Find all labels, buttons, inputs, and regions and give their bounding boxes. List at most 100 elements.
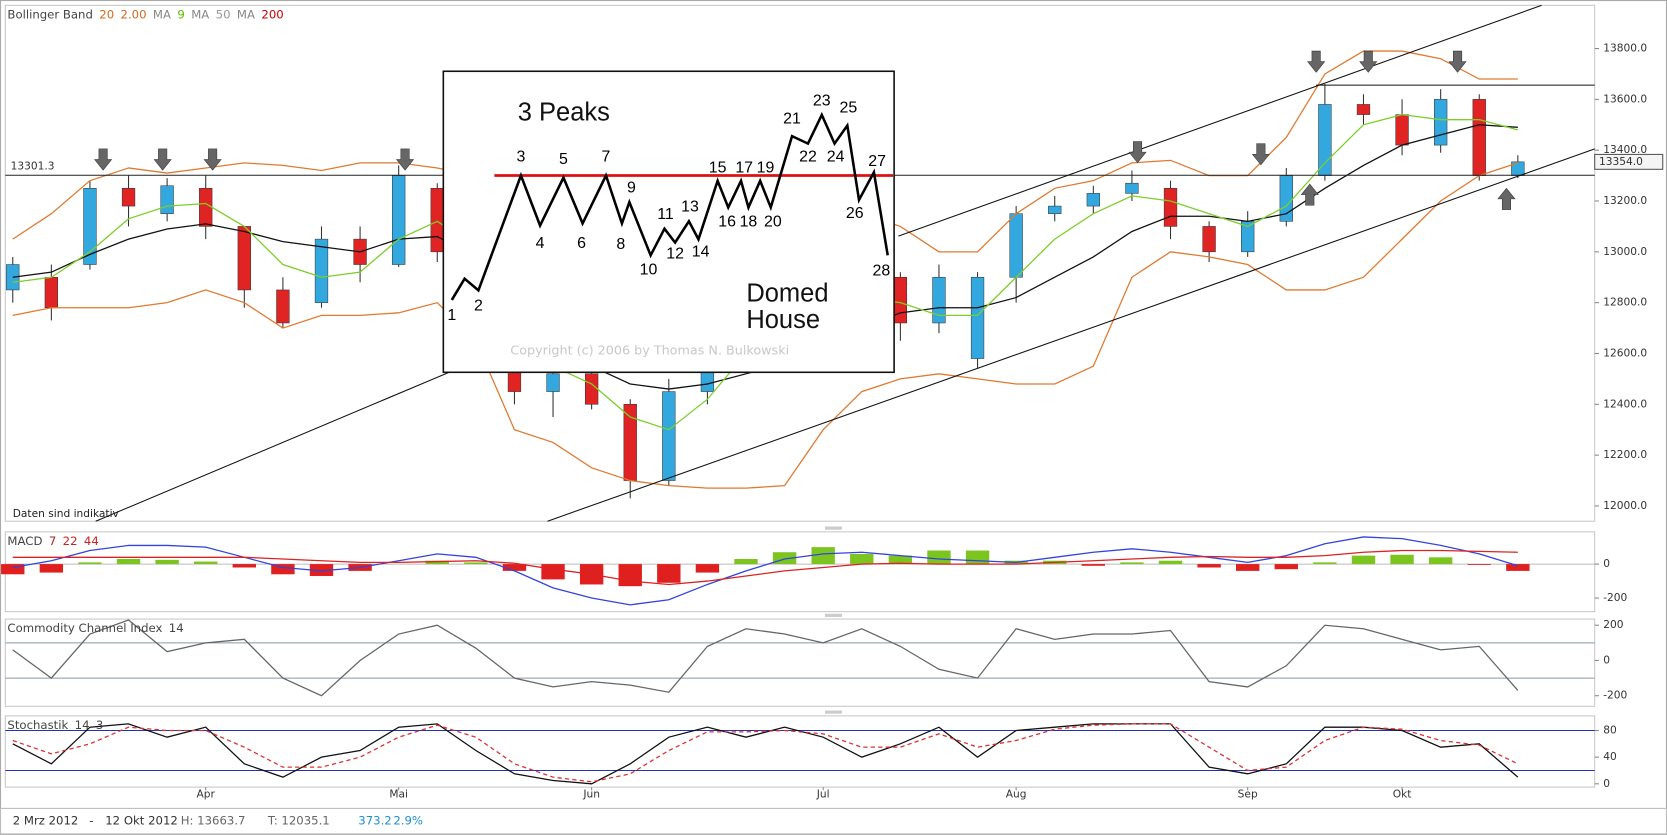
panel-grip [824,710,843,714]
histogram-bar [1081,564,1106,566]
inset-point-label: 24 [827,149,845,166]
legend-entry: 50 [216,7,231,21]
inset: 3 Peaks Domed House Copyright (c) 2006 b… [442,70,895,374]
note: Daten sind indikativ [13,507,119,520]
y-tick-label: -200 [1603,591,1627,604]
histogram-bar [271,564,295,575]
histogram-bar [309,564,334,576]
histogram-bar [811,547,835,565]
last-price-box [1594,153,1664,170]
panel-grip [824,526,843,530]
candle-body [1472,99,1486,176]
legend-entry: Commodity Channel Index [7,621,162,635]
histogram-bar [1274,564,1298,570]
y-tick-label: 13800.0 [1603,42,1647,55]
status-to: 12 Okt 2012 [105,814,178,828]
status-bar [0,807,1667,835]
legend-entry: MA [237,7,255,21]
candle-body [584,373,599,405]
y-tick-label: 0 [1603,777,1610,790]
legend-entry: 2.00 [121,7,147,21]
histogram-bar [1236,564,1260,571]
y-tick-label: 13600.0 [1603,92,1647,105]
status-from: 2 Mrz 2012 [13,814,79,828]
legend-entry: 9 [177,7,184,21]
candle-body [1434,99,1448,146]
histogram-bar [888,555,913,565]
histogram-bar [927,550,951,565]
inset-title: 3 Peaks [518,99,610,127]
inset-point-label: 20 [764,214,782,231]
legend-entry: 14 [169,621,184,635]
candle-body [932,276,946,324]
inset-point-label: 10 [640,261,658,278]
inset-point-label: 18 [740,214,758,231]
candle-body [1163,188,1178,227]
inset-point-label: 19 [757,159,775,176]
arrow [395,148,415,171]
histogram-bar [618,564,642,587]
candle-body [121,188,136,207]
arrow [203,148,222,171]
y-tick-label: 12600.0 [1603,346,1647,359]
arrows [94,50,1516,210]
histogram-bar [1506,564,1530,571]
series-line [12,549,1518,586]
candle-body [1202,226,1216,253]
inset-subtitle: House [746,306,820,334]
inset-point-label: 3 [517,149,526,166]
legend-entry: 44 [84,534,99,548]
inset-point-label: 2 [474,298,483,315]
candle-body [44,276,58,309]
inset-point-label: 12 [666,245,684,262]
histogram-bar [1158,560,1183,565]
trend-line [547,148,1595,522]
y-tick-label: 200 [1603,618,1624,631]
histogram-bar [39,564,64,573]
candle-body [199,188,213,227]
x-tick-label: Jun [582,788,600,801]
histogram-bar [734,559,758,565]
histogram-bar [541,564,565,580]
panel [4,618,1596,707]
legend-entry: 3 [96,718,103,732]
x-tick-label: Jul [816,788,830,801]
inset-point-label: 13 [681,199,699,216]
histogram-bar [1467,564,1491,565]
status-change-pct: 2.9% [393,814,423,828]
histogram-bar [425,560,449,565]
candle-body [83,188,97,265]
legend-entry: 20 [99,7,114,21]
inset-point-label: 16 [718,214,736,231]
inset-point-label: 7 [602,149,611,166]
y-tick-label: 12000.0 [1603,499,1647,512]
inset-point-label: 6 [577,235,586,252]
inset-point-label: 25 [840,100,858,117]
legend-entry: Bollinger Band [7,7,92,21]
labels: Daten sind indikativ 2 Mrz 2012 - 12 Okt… [0,7,1667,835]
candle-body [970,276,985,359]
inset-point-label: 26 [846,205,864,222]
candle-body [314,238,329,303]
series-line [12,723,1519,785]
inset-point-label: 21 [783,110,801,127]
panel [4,531,1596,613]
candle-body [1356,104,1371,115]
legend-entry: 14 [75,718,90,732]
inset-point-label: 27 [868,153,886,170]
candle-body [430,188,444,253]
candle-body [276,289,290,324]
histogram-bar [1351,555,1376,565]
legend-entry: Stochastik [7,718,68,732]
arrow [1448,50,1467,73]
histogram-bar [695,564,720,573]
inset-point-label: 22 [799,149,817,166]
inset-point-label: 5 [559,151,568,168]
candle-body [1009,213,1023,278]
inset-point-label: 9 [627,179,636,196]
arrow [1307,50,1326,73]
inset-point-label: 28 [872,262,890,279]
legend-entry: 200 [261,7,283,21]
histogram-bar [1428,557,1453,565]
